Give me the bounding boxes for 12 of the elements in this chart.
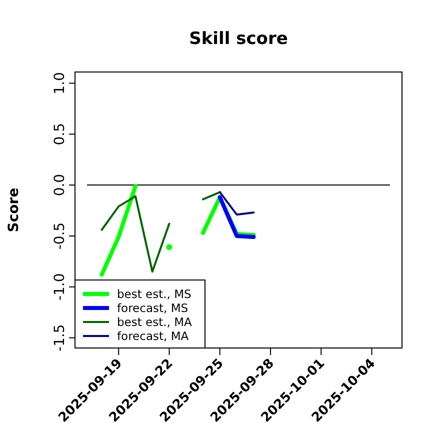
y-tick-label: 1.0 <box>52 72 68 94</box>
y-tick-label: -0.5 <box>52 222 68 250</box>
legend-label: forecast, MS <box>117 301 188 315</box>
chart-title: Skill score <box>189 29 288 49</box>
y-tick-label: 0.5 <box>52 122 68 146</box>
y-tick-label: -1.5 <box>52 324 68 352</box>
legend-label: best est., MS <box>117 287 192 301</box>
y-tick-label: 0.0 <box>52 174 68 196</box>
y-tick-label: -1.0 <box>52 273 68 301</box>
y-axis-title: Score <box>6 188 22 232</box>
legend-label: best est., MA <box>117 315 192 329</box>
legend-label: forecast, MA <box>117 329 189 343</box>
